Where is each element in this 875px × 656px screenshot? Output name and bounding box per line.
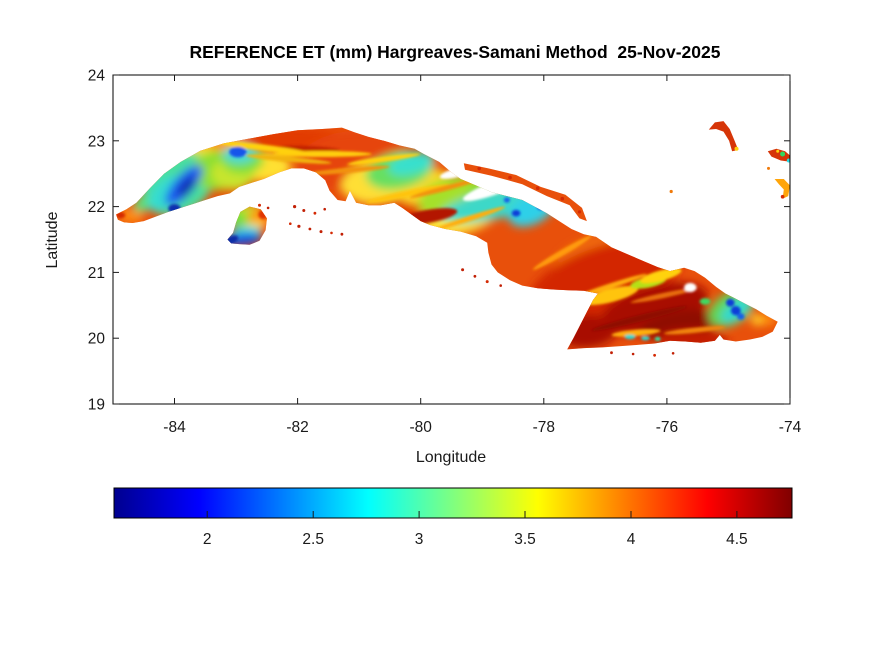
colorbar-tick-label: 3 [415,531,424,548]
x-tick-label: -82 [286,419,308,436]
cay-speck [767,166,770,170]
plot-box [112,74,791,405]
cay-speck [477,166,482,171]
cuba-heatmap [116,121,790,357]
y-tick-label: 24 [88,68,106,85]
islet-fragment-ne-squiggle [774,179,790,199]
cay-speck [258,203,261,207]
colorbar-tick-label: 4.5 [726,531,748,548]
cay-speck [289,222,292,225]
cay-speck [669,189,673,194]
cay-speck [266,206,270,210]
y-tick-label: 20 [88,331,106,348]
cay-speck [308,227,312,231]
y-tick-label: 19 [88,397,105,414]
cay-speck [302,209,306,212]
cay-speck [297,224,301,228]
islet-fragment-bahamas-hook [708,121,739,152]
cay-speck [461,268,465,272]
islet-fragment-ne-islet [767,148,790,162]
cay-speck [330,231,333,235]
northern-cays [463,163,587,222]
colorbar-gradient [113,487,793,519]
cay-speck [535,186,540,190]
cay-speck [313,211,317,215]
colorbar-tick-label: 2.5 [302,531,324,548]
plot-title: REFERENCE ET (mm) Hargreaves-Samani Meth… [190,42,721,62]
cay-speck [560,196,565,201]
y-tick-label: 23 [88,133,105,150]
cay-speck [610,351,613,355]
colorbar-tick-label: 3.5 [514,531,536,548]
x-tick-label: -76 [656,419,678,436]
axes: -84 -82 -80 -78 -76 -74 19 20 21 22 23 24 [88,68,802,437]
y-axis-label: Latitude [44,211,61,268]
x-tick-label: -84 [163,419,186,436]
x-tick-label: -78 [533,419,555,436]
cay-speck [631,352,635,356]
cay-speck [485,280,489,284]
cay-speck [323,207,327,211]
cay-speck [577,210,582,214]
colorbar: 2 2.5 3 3.5 4 4.5 [113,487,793,548]
map-clip-group [116,121,790,357]
cay-speck [340,232,344,236]
cay-speck [499,284,503,287]
colorbar-tick-label: 2 [203,531,212,548]
x-tick-label: -74 [779,419,802,436]
cay-speck [653,353,656,357]
y-tick-label: 22 [88,199,105,216]
cay-speck [671,352,675,355]
x-axis-label: Longitude [416,449,486,466]
cay-speck [473,274,477,278]
cay-speck [508,175,512,180]
x-tick-label: -80 [409,419,432,436]
colorbar-tick-label: 4 [627,531,636,548]
y-tick-label: 21 [88,265,105,282]
cay-speck [293,205,297,209]
cay-speck [319,230,323,234]
